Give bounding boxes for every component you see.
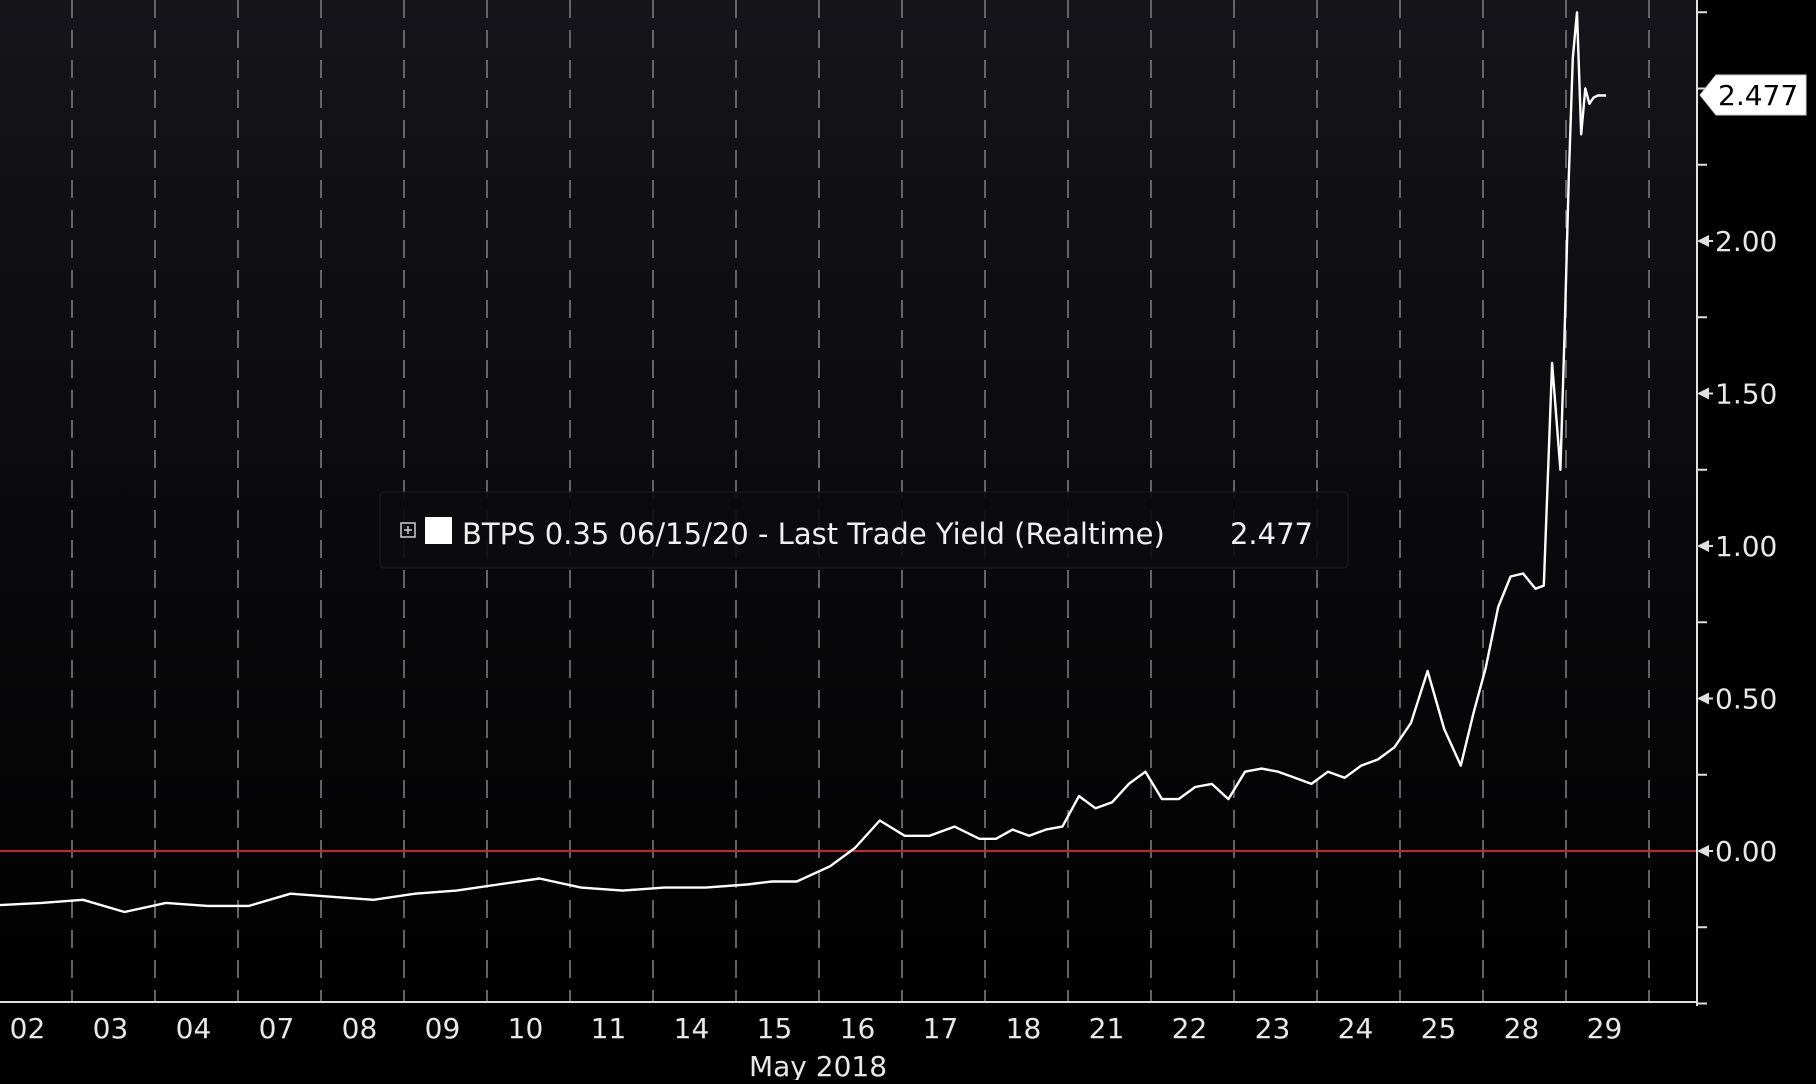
x-tick-label: 14 (674, 1012, 710, 1045)
y-major-tick (1697, 235, 1709, 247)
expand-box-icon[interactable] (400, 522, 416, 538)
y-axis-ticks: 0.00 0.50 1.00 1.50 2.00 (1697, 11, 1777, 1005)
y-tick-label: 1.00 (1715, 530, 1777, 563)
series-layer (0, 11, 1607, 914)
vertical-grid-lines (71, 0, 1650, 1002)
x-axis-ticks: 02 03 04 07 08 09 10 11 14 15 16 17 18 21 22 23 24 25 28 29 (10, 1012, 1623, 1045)
y-major-tick (1697, 387, 1709, 400)
x-tick-label: 22 (1172, 1012, 1208, 1045)
legend-label: BTPS 0.35 06/15/20 - Last Trade Yield (R… (462, 517, 1165, 551)
series-line (0, 11, 1607, 914)
x-tick-label: 29 (1587, 1012, 1623, 1045)
legend: BTPS 0.35 06/15/20 - Last Trade Yield (R… (379, 491, 1349, 569)
legend-swatch (425, 517, 452, 544)
x-tick-label: 11 (591, 1012, 627, 1045)
x-tick-label: 15 (757, 1012, 793, 1045)
legend-box (379, 491, 1349, 569)
x-tick-label: 28 (1504, 1012, 1540, 1045)
x-tick-label: 09 (425, 1012, 461, 1045)
last-value-tag-box (1699, 74, 1807, 116)
y-tick-label: 1.50 (1715, 378, 1777, 411)
y-major-tick (1697, 692, 1709, 705)
last-value-tag-text: 2.477 (1718, 79, 1798, 112)
x-tick-label: 21 (1089, 1012, 1125, 1045)
y-tick-label: 0.00 (1715, 835, 1777, 868)
x-tick-label: 07 (259, 1012, 295, 1045)
x-tick-label: 04 (176, 1012, 212, 1045)
x-tick-label: 17 (923, 1012, 959, 1045)
y-major-tick (1697, 540, 1709, 552)
y-major-tick (1697, 845, 1709, 857)
x-tick-label: 24 (1338, 1012, 1374, 1045)
x-tick-label: 08 (342, 1012, 378, 1045)
x-tick-label: 02 (10, 1012, 46, 1045)
y-tick-label: 2.00 (1715, 225, 1777, 258)
x-tick-label: 03 (93, 1012, 129, 1045)
last-value-tag: 2.477 (1699, 74, 1807, 116)
axes (0, 0, 1698, 1006)
x-tick-label: 23 (1255, 1012, 1291, 1045)
x-tick-label: 25 (1421, 1012, 1457, 1045)
x-tick-label: 16 (840, 1012, 876, 1045)
x-tick-label: 10 (508, 1012, 544, 1045)
x-tick-label: 18 (1006, 1012, 1042, 1045)
x-axis-month-label: May 2018 (749, 1050, 887, 1080)
y-tick-label: 0.50 (1715, 683, 1777, 716)
legend-value: 2.477 (1230, 517, 1313, 551)
